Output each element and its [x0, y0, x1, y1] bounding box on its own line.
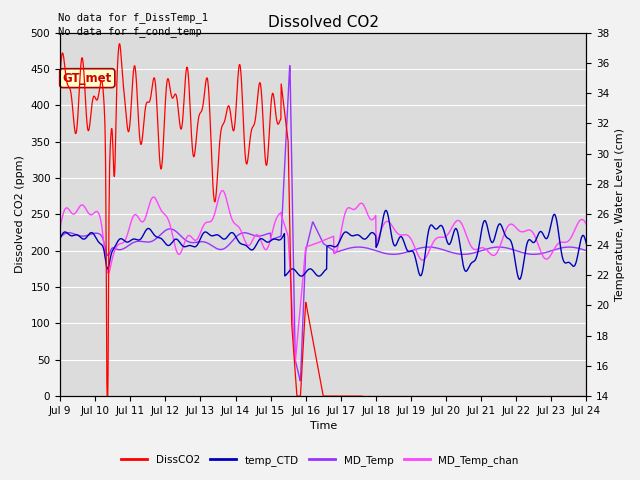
Text: GT_met: GT_met — [63, 72, 112, 84]
Legend: DissCO2, temp_CTD, MD_Temp, MD_Temp_chan: DissCO2, temp_CTD, MD_Temp, MD_Temp_chan — [117, 451, 523, 470]
Title: Dissolved CO2: Dissolved CO2 — [268, 15, 379, 30]
Y-axis label: Dissolved CO2 (ppm): Dissolved CO2 (ppm) — [15, 156, 25, 273]
Y-axis label: Temperature, Water Level (cm): Temperature, Water Level (cm) — [615, 128, 625, 301]
Text: No data for f_cond_temp: No data for f_cond_temp — [58, 26, 202, 37]
X-axis label: Time: Time — [310, 421, 337, 432]
Text: No data for f_DissTemp_1: No data for f_DissTemp_1 — [58, 12, 207, 23]
